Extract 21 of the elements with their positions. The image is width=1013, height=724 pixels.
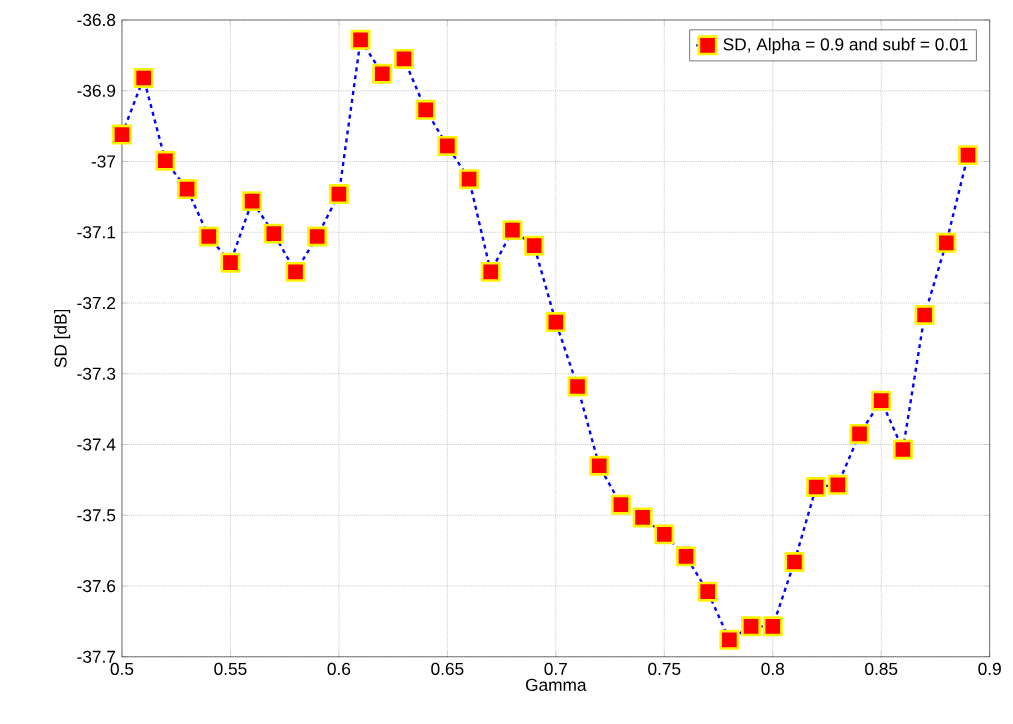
y-tick-label: -36.9: [77, 84, 116, 97]
x-tick-label: 0.7: [544, 662, 567, 676]
y-axis-title: SD [dB]: [54, 310, 71, 368]
y-tick-label: -37.1: [77, 226, 116, 239]
x-tick-label: 0.5: [110, 662, 134, 676]
legend-label: SD, Alpha = 0.9 and subf = 0.01: [723, 37, 968, 55]
y-tick-label: -37.6: [77, 580, 116, 593]
y-tick-label: -37.5: [77, 509, 116, 522]
y-tick-label: -37.2: [77, 297, 116, 310]
x-tick-label: 0.8: [761, 662, 784, 676]
y-tick-label: -37: [91, 155, 116, 168]
x-tick-label: 0.85: [865, 662, 898, 676]
x-tick-label: 0.9: [978, 662, 1001, 676]
x-tick-label: 0.6: [327, 662, 351, 676]
x-tick-label: 0.65: [431, 662, 464, 676]
y-tick-label: -36.8: [77, 14, 116, 27]
y-tick-label: -37.4: [77, 438, 116, 451]
x-tick-label: 0.55: [214, 662, 247, 676]
x-tick-label: 0.75: [648, 662, 681, 676]
x-axis-title: Gamma: [526, 678, 587, 692]
y-tick-label: -37.3: [77, 367, 116, 380]
